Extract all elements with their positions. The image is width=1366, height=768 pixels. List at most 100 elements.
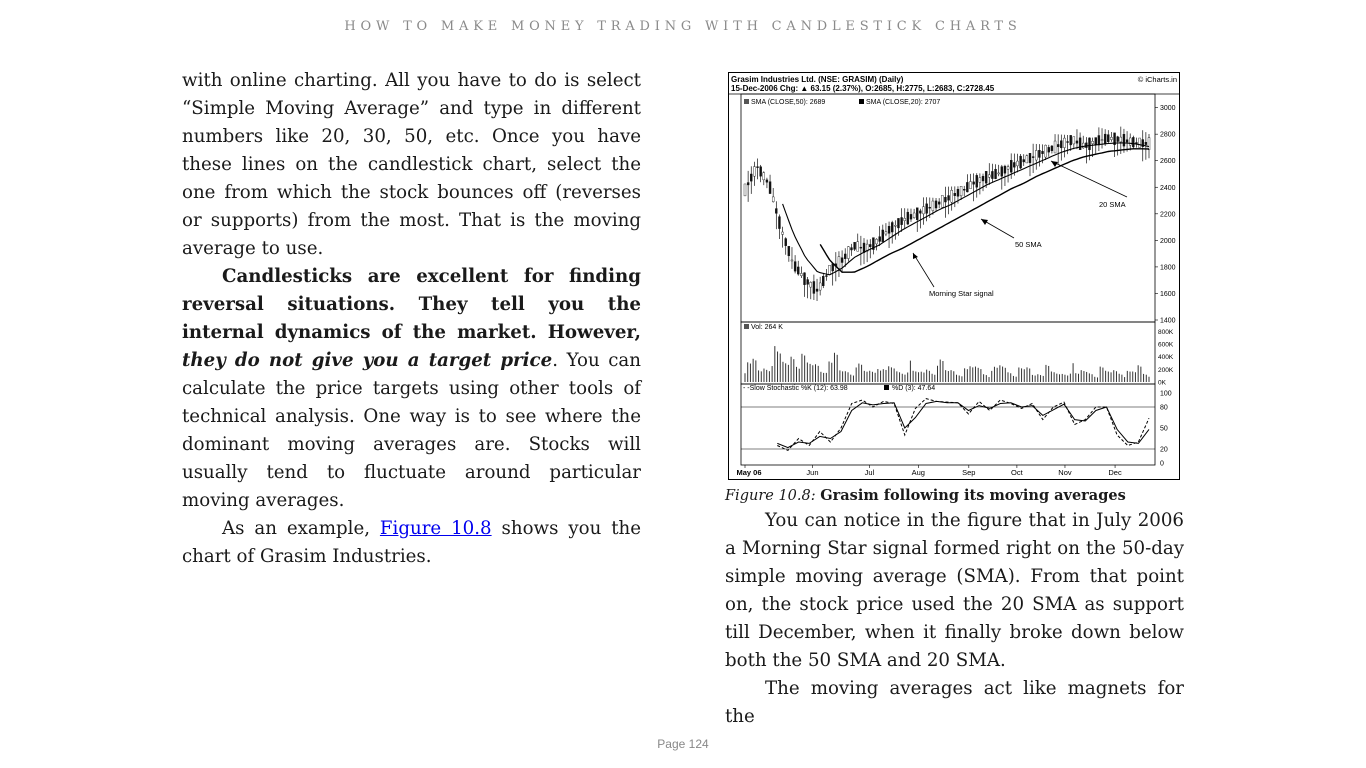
price-candle-body	[778, 216, 781, 229]
price-candle-body	[884, 231, 888, 235]
price-candle-body	[1103, 133, 1107, 144]
price-candle-body	[1141, 139, 1144, 147]
price-candle-body	[1031, 156, 1035, 158]
price-tick-label: 1600	[1160, 291, 1176, 298]
price-candle-body	[909, 214, 913, 220]
price-candle-body	[1085, 142, 1088, 148]
volume-legend-swatch	[744, 324, 749, 329]
price-candle-body	[916, 207, 919, 220]
price-candle-body	[997, 172, 1000, 175]
paragraph-candlesticks-rest: . You can calculate the price targets us…	[182, 350, 641, 511]
volume-tick-label: 600K	[1158, 342, 1174, 349]
price-candle-body	[756, 166, 759, 168]
example-text-before: As an example,	[222, 518, 380, 539]
price-candle-body	[872, 237, 875, 250]
sma50-line	[819, 148, 1149, 273]
price-candle-body	[762, 172, 765, 181]
price-candle-body	[1028, 153, 1032, 163]
price-candle-body	[1147, 137, 1151, 150]
price-candle-body	[931, 200, 935, 211]
annotation-20-sma-arrowhead	[1051, 161, 1058, 167]
paragraph-candlesticks: Candlesticks are excellent for finding r…	[182, 263, 641, 515]
stoch-k-line	[777, 398, 1150, 452]
volume-legend-label: Vol: 264 K	[751, 324, 783, 331]
price-tick-label: 2800	[1160, 132, 1176, 139]
price-candle-body	[897, 218, 900, 229]
price-candle-body	[1110, 137, 1113, 140]
price-candle-body	[759, 166, 762, 177]
x-tick-label: Dec	[1108, 468, 1122, 477]
stoch-d-line	[777, 400, 1150, 449]
example-text-after: shows you the chart of Grasim Industries…	[182, 518, 641, 567]
stoch-tick-label: 100	[1160, 391, 1172, 398]
price-candle-body	[991, 171, 994, 179]
price-candle-body	[1060, 140, 1063, 149]
stochastic-panel: - -Slow Stochastic %K (12): 63.98 %D (3):…	[741, 385, 1172, 468]
price-candle-body	[1035, 150, 1038, 161]
price-candle-body	[847, 246, 850, 259]
stoch-k-legend-label: - -Slow Stochastic %K (12): 63.98	[743, 385, 848, 392]
price-candle-body	[1069, 135, 1072, 146]
price-candle-body	[784, 238, 787, 246]
price-panel: 3000 2800 2600 2400 2200 2000 1800 1600 1400 SMA …	[743, 99, 1176, 325]
price-candle-body	[906, 211, 910, 225]
price-candle-body	[797, 266, 800, 275]
price-candle-body	[947, 195, 950, 201]
paragraph-example: As an example, Figure 10.8 shows you the…	[182, 515, 641, 571]
annotation-morning-star-arrow	[912, 252, 935, 288]
price-candle-body	[1044, 144, 1047, 158]
price-tick-label: 2600	[1160, 158, 1176, 165]
stoch-tick-label: 50	[1160, 426, 1168, 433]
price-candle-body	[969, 181, 972, 189]
x-tick-label: Jul	[865, 468, 875, 477]
price-candle-body	[743, 183, 747, 197]
left-text-column: with online charting. All you have to do…	[182, 67, 641, 571]
price-candle-body	[934, 200, 938, 209]
price-candle-body	[900, 217, 903, 225]
price-candle-body	[1025, 155, 1029, 164]
figure-10-8-link[interactable]: Figure 10.8	[379, 518, 492, 539]
price-candle-body	[1010, 160, 1013, 173]
price-candle-body	[1047, 147, 1050, 153]
price-candle-body	[1088, 137, 1091, 151]
price-candle-body	[1119, 136, 1123, 143]
price-candle-body	[1066, 141, 1069, 143]
sma20-line	[782, 142, 1150, 276]
stochastic-panel-frame	[740, 383, 1156, 466]
price-candle-body	[1091, 141, 1094, 144]
price-candle-body	[903, 218, 906, 221]
price-candle-body	[844, 253, 847, 259]
price-candle-body	[1000, 166, 1004, 177]
price-candle-body	[978, 177, 982, 183]
volume-tick-label: 400K	[1158, 354, 1174, 361]
price-candle-body	[750, 173, 753, 182]
annotation-morning-star-arrowhead	[913, 253, 918, 259]
price-tick-label: 2400	[1160, 185, 1176, 192]
x-tick-label: Nov	[1058, 468, 1072, 477]
price-candle-body	[818, 282, 822, 291]
price-candle-body	[775, 208, 778, 214]
price-candle-body	[1094, 137, 1097, 145]
price-candle-body	[828, 265, 831, 276]
sma50-legend-label: SMA (CLOSE,50): 2689	[751, 99, 825, 106]
price-candle-body	[928, 206, 931, 209]
price-candle-body	[1078, 137, 1082, 150]
price-tick-label: 2200	[1160, 211, 1176, 218]
figure-caption: Figure 10.8: Grasim following its moving…	[725, 486, 1126, 506]
price-candle-body	[1100, 139, 1104, 141]
price-tick-label: 3000	[1160, 105, 1176, 112]
price-candle-body	[793, 261, 797, 272]
price-candle-body	[922, 206, 925, 215]
price-candle-body	[944, 197, 947, 203]
stoch-tick-label: 20	[1160, 447, 1168, 454]
price-candle-body	[994, 168, 997, 179]
price-candle-body	[865, 243, 869, 252]
price-candle-body	[1075, 140, 1079, 144]
price-candle-body	[984, 171, 988, 184]
price-candle-body	[878, 236, 881, 242]
price-candle-body	[800, 273, 803, 277]
price-candle-body	[937, 201, 941, 205]
x-tick-label: Aug	[912, 468, 925, 477]
paragraph-morning-star: You can notice in the figure that in Jul…	[725, 510, 1184, 671]
price-candle-body	[1097, 135, 1101, 146]
